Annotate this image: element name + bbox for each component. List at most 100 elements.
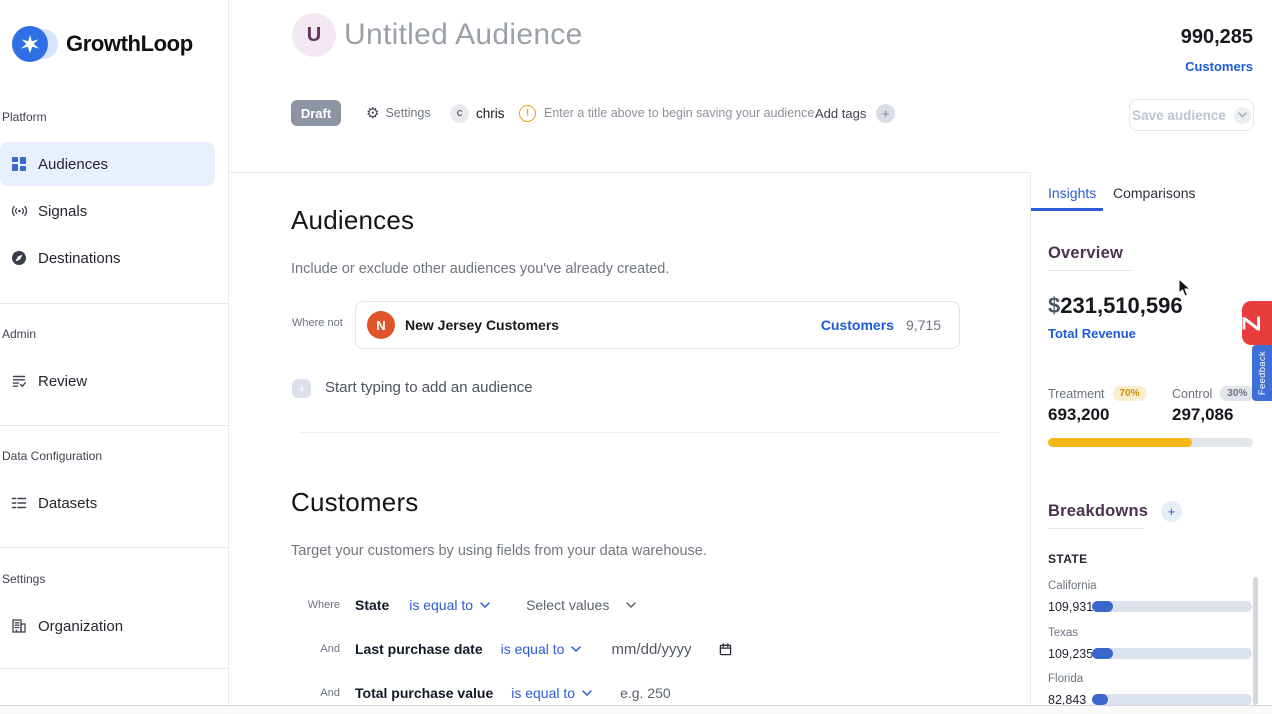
- divider: [300, 432, 1000, 433]
- audience-title-input[interactable]: Untitled Audience: [344, 18, 583, 51]
- conjunction-label: And: [320, 643, 340, 655]
- operator-dropdown[interactable]: is equal to: [511, 685, 576, 701]
- sidebar-item-audiences[interactable]: Audiences: [0, 142, 215, 186]
- brand-name: GrowthLoop: [66, 31, 193, 56]
- control-header: Control 30%: [1172, 386, 1255, 401]
- conjunction-label: Where: [307, 599, 340, 611]
- date-input[interactable]: mm/dd/yyyy: [611, 640, 692, 658]
- feedback-label: Feedback: [1256, 350, 1268, 396]
- audience-count: 9,715: [905, 317, 941, 333]
- audiences-section-subtitle: Include or exclude other audiences you'v…: [291, 261, 670, 277]
- brand[interactable]: GrowthLoop: [10, 24, 193, 64]
- control-label: Control: [1172, 386, 1213, 401]
- review-checklist-icon: [0, 373, 38, 389]
- chat-widget-badge[interactable]: Z: [1238, 301, 1272, 345]
- breakdown-category: California: [1048, 580, 1097, 592]
- value-select[interactable]: Select values: [526, 597, 610, 613]
- tab-comparisons[interactable]: Comparisons: [1113, 185, 1196, 201]
- section-label-settings: Settings: [2, 572, 46, 586]
- add-audience-input[interactable]: Start typing to add an audience: [325, 379, 533, 396]
- calendar-icon[interactable]: [719, 642, 732, 656]
- total-revenue-label[interactable]: Total Revenue: [1048, 326, 1136, 341]
- total-revenue-value: $231,510,596: [1048, 293, 1183, 319]
- operator-dropdown[interactable]: is equal to: [409, 597, 474, 613]
- overview-title: Overview: [1048, 244, 1123, 262]
- number-input[interactable]: e.g. 250: [620, 685, 671, 701]
- feedback-tab[interactable]: Feedback: [1252, 345, 1272, 401]
- condition-label-where-not[interactable]: Where not: [292, 317, 343, 329]
- chevron-down-icon[interactable]: [480, 602, 490, 608]
- filter-row-total-purchase-value: And Total purchase value is equal to e.g…: [290, 681, 671, 705]
- filter-field[interactable]: Total purchase value: [355, 685, 494, 701]
- sidebar-item-label: Datasets: [38, 494, 98, 512]
- panel-scrollbar[interactable]: [1253, 577, 1258, 705]
- add-breakdown-button[interactable]: +: [1161, 501, 1182, 522]
- breakdown-bar: [1092, 648, 1252, 659]
- chevron-down-icon[interactable]: [626, 602, 637, 608]
- add-tags-button[interactable]: Add tags +: [815, 100, 896, 126]
- filter-field[interactable]: State: [355, 597, 390, 613]
- settings-button[interactable]: ⚙ Settings: [366, 100, 431, 126]
- warning-message: Enter a title above to begin saving your…: [544, 106, 818, 120]
- audience-initial-avatar: N: [367, 311, 395, 339]
- divider: [1048, 270, 1132, 271]
- treatment-percent-badge: 70%: [1112, 386, 1147, 401]
- sidebar-item-label: Audiences: [38, 155, 109, 173]
- divider: [1048, 528, 1144, 529]
- breakdown-bar: [1092, 694, 1252, 705]
- revenue-amount: 231,510,596: [1060, 293, 1183, 318]
- breakdown-bar: [1092, 601, 1252, 612]
- filter-field[interactable]: Last purchase date: [355, 641, 483, 657]
- treatment-split-bar: [1048, 438, 1253, 447]
- customer-count-link[interactable]: Customers: [1185, 59, 1253, 74]
- sidebar-item-datasets[interactable]: Datasets: [0, 481, 215, 525]
- sidebar-item-label: Destinations: [38, 249, 121, 267]
- treatment-value: 693,200: [1048, 405, 1110, 424]
- breakdown-bar-fill: [1092, 694, 1108, 705]
- sidebar-item-signals[interactable]: Signals: [0, 189, 215, 233]
- sidebar: GrowthLoop Platform Audiences: [0, 0, 229, 714]
- operator-dropdown[interactable]: is equal to: [500, 641, 565, 657]
- grid-icon: [0, 156, 38, 172]
- plus-icon[interactable]: +: [876, 103, 896, 123]
- mouse-cursor: [1178, 278, 1192, 297]
- audience-avatar: U: [292, 13, 336, 57]
- breakdown-value: 82,843: [1048, 693, 1087, 707]
- control-percent-badge: 30%: [1220, 386, 1255, 401]
- chevron-down-icon[interactable]: [571, 646, 582, 652]
- dataset-list-icon: [0, 496, 38, 510]
- user-avatar: c: [450, 103, 469, 123]
- tab-insights[interactable]: Insights: [1048, 185, 1097, 201]
- divider: [228, 172, 1030, 173]
- sidebar-item-organization[interactable]: Organization: [0, 604, 215, 648]
- warning-icon: !: [519, 104, 536, 122]
- sidebar-item-destinations[interactable]: Destinations: [0, 236, 215, 280]
- user-chip[interactable]: c chris: [450, 100, 505, 126]
- audience-card[interactable]: N New Jersey Customers Customers 9,715: [355, 301, 960, 349]
- section-label-admin: Admin: [2, 327, 37, 341]
- audience-type-link[interactable]: Customers: [820, 317, 894, 333]
- status-badge: Draft: [291, 100, 341, 126]
- divider: [0, 547, 228, 548]
- sidebar-item-review[interactable]: Review: [0, 359, 215, 403]
- settings-label: Settings: [385, 106, 431, 120]
- user-name: chris: [476, 105, 505, 121]
- compass-icon: [0, 250, 38, 266]
- save-audience-button[interactable]: Save audience: [1129, 99, 1254, 131]
- save-audience-label: Save audience: [1132, 107, 1226, 123]
- star-burst-icon: [20, 34, 40, 54]
- add-tags-label: Add tags: [815, 105, 867, 121]
- breakdown-category: Florida: [1048, 673, 1084, 685]
- viewport-bottom-edge: [0, 705, 1272, 706]
- section-label-data-configuration: Data Configuration: [2, 449, 103, 463]
- title-warning: ! Enter a title above to begin saving yo…: [519, 100, 818, 126]
- chevron-down-icon[interactable]: [582, 690, 592, 696]
- chevron-down-icon[interactable]: [1233, 106, 1251, 124]
- add-audience-plus-icon[interactable]: +: [292, 379, 311, 398]
- active-tab-indicator: [1031, 208, 1103, 211]
- filter-row-state: Where State is equal to Select values: [290, 593, 637, 617]
- building-icon: [0, 618, 38, 634]
- customers-section-title: Customers: [291, 487, 419, 517]
- control-value: 297,086: [1172, 405, 1234, 424]
- divider: [0, 668, 228, 669]
